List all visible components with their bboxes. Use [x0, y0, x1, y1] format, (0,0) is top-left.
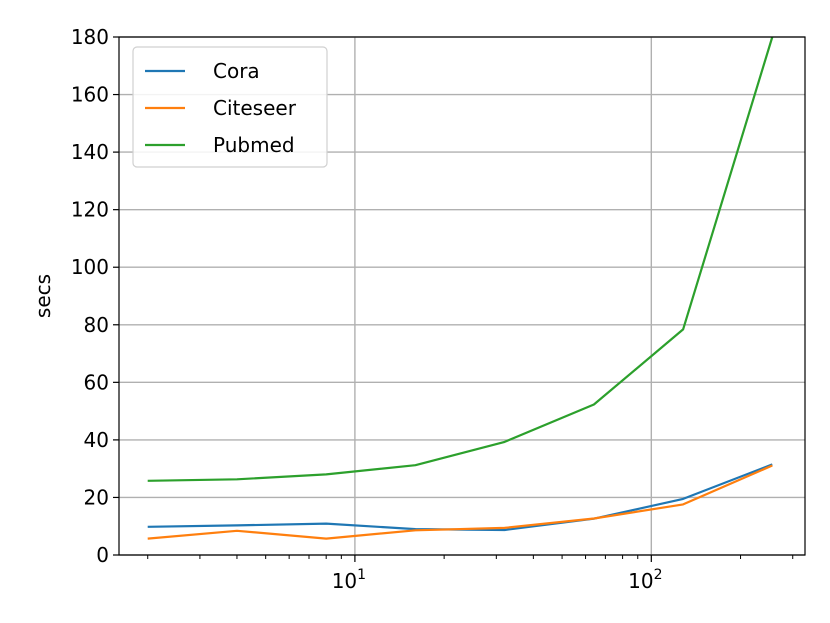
y-tick-label: 120	[71, 198, 109, 222]
y-axis-label: secs	[31, 274, 55, 318]
legend-label-cora: Cora	[213, 59, 260, 83]
y-tick-label: 180	[71, 25, 109, 49]
y-tick-label: 80	[84, 313, 109, 337]
y-tick-label: 140	[71, 140, 109, 164]
axis-ticks: 0 20 40 60 80 100 120 140 160 180 101 102	[71, 25, 794, 593]
legend-label-citeseer: Citeseer	[213, 96, 297, 120]
y-tick-label: 100	[71, 255, 109, 279]
x-tick-label: 102	[628, 567, 662, 593]
y-tick-label: 60	[84, 370, 109, 394]
plot-frame	[118, 36, 806, 556]
y-tick-label: 160	[71, 83, 109, 107]
legend: Cora Citeseer Pubmed	[132, 46, 328, 168]
y-tick-label: 20	[84, 485, 109, 509]
y-tick-label: 40	[84, 428, 109, 452]
y-tick-label: 0	[96, 543, 109, 567]
x-tick-label: 101	[332, 567, 366, 593]
legend-label-pubmed: Pubmed	[213, 133, 295, 157]
legend-box	[132, 46, 328, 168]
series-line-pubmed	[147, 36, 774, 482]
series-line-citeseer	[147, 464, 773, 540]
series-lines	[147, 36, 774, 540]
